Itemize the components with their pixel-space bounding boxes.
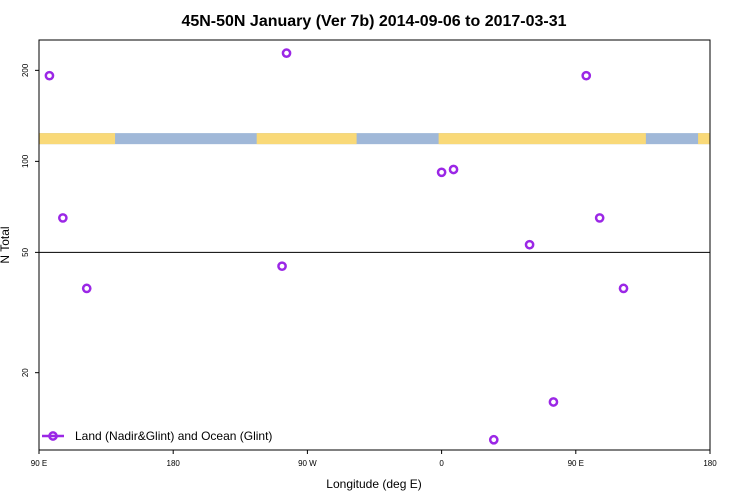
y-tick-label: 100 — [21, 154, 30, 168]
plot-frame — [38, 39, 711, 451]
land-segment — [39, 133, 116, 145]
data-point — [581, 70, 592, 81]
y-axis: 20 50 100 200 — [21, 63, 39, 377]
x-tick-label: 0 — [439, 459, 444, 468]
x-tick-label: 90 E — [568, 459, 584, 468]
land-segment — [256, 133, 357, 145]
data-point — [44, 70, 55, 81]
data-point — [594, 213, 605, 223]
data-point — [524, 239, 535, 250]
data-point — [281, 48, 292, 58]
legend-marker — [48, 431, 58, 441]
y-tick-label: 20 — [21, 368, 30, 377]
land-segment — [438, 133, 646, 145]
data-point — [58, 213, 68, 223]
data-point — [618, 283, 629, 294]
ocean-band — [39, 133, 710, 145]
legend: Land (Nadir&Glint) and Ocean (Glint) — [42, 429, 272, 443]
data-point — [488, 434, 499, 445]
x-axis: 90 E 180 90 W 0 90 E 180 — [31, 450, 717, 468]
data-point — [81, 283, 92, 294]
x-tick-label: 180 — [703, 459, 717, 468]
x-axis-label: Longitude (deg E) — [326, 477, 421, 491]
legend-label: Land (Nadir&Glint) and Ocean (Glint) — [75, 429, 272, 443]
data-point — [548, 397, 559, 407]
y-tick-label: 50 — [21, 247, 30, 256]
y-axis-label: N Total — [0, 226, 12, 263]
data-point — [277, 261, 287, 272]
land-segment — [698, 133, 710, 145]
x-tick-label: 90 E — [31, 459, 47, 468]
data-points — [44, 48, 629, 445]
data-point — [448, 164, 459, 175]
y-tick-label: 200 — [21, 63, 30, 77]
chart-title: 45N-50N January (Ver 7b) 2014-09-06 to 2… — [181, 13, 566, 30]
x-tick-label: 180 — [167, 459, 181, 468]
x-tick-label: 90 W — [298, 459, 317, 468]
data-point — [436, 167, 447, 178]
land-ocean-band — [39, 133, 710, 145]
